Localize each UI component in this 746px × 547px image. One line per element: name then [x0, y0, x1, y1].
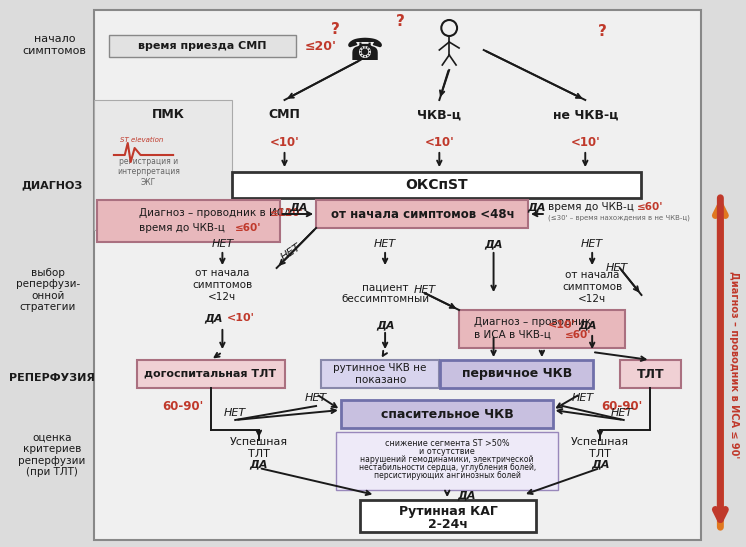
Text: Диагноз – проводник: Диагноз – проводник: [474, 317, 591, 327]
Text: от начала
симптомов
<12ч: от начала симптомов <12ч: [192, 269, 252, 301]
Text: регистрация и
интерпретация
ЭКГ: регистрация и интерпретация ЭКГ: [117, 157, 180, 187]
Text: НЕТ: НЕТ: [581, 239, 604, 249]
Text: время до ЧКВ-ц: время до ЧКВ-ц: [548, 202, 637, 212]
Text: ?: ?: [598, 25, 606, 39]
Text: НЕТ: НЕТ: [571, 393, 593, 403]
Text: показано: показано: [354, 375, 406, 385]
Text: СМП: СМП: [269, 108, 301, 121]
Text: <10': <10': [228, 313, 255, 323]
Text: НЕТ: НЕТ: [374, 239, 396, 249]
Text: ≤120': ≤120': [270, 208, 304, 218]
Text: ДА: ДА: [578, 320, 597, 330]
Text: 2-24ч: 2-24ч: [428, 517, 468, 531]
Text: ДА: ДА: [484, 239, 503, 249]
Text: рутинное ЧКВ не: рутинное ЧКВ не: [333, 363, 427, 373]
Text: выбор
реперфузи-
онной
стратегии: выбор реперфузи- онной стратегии: [16, 267, 80, 312]
Text: нарушений гемодинамики, электрической: нарушений гемодинамики, электрической: [360, 456, 534, 464]
Text: ST elevation: ST elevation: [120, 137, 163, 143]
Text: Успешная
ТЛТ: Успешная ТЛТ: [571, 437, 629, 459]
Text: и отсутствие: и отсутствие: [419, 447, 475, 457]
Text: НЕТ: НЕТ: [211, 239, 233, 249]
Text: оценка
критериев
реперфузии
(при ТЛТ): оценка критериев реперфузии (при ТЛТ): [18, 433, 86, 478]
FancyBboxPatch shape: [620, 360, 681, 388]
Text: <10': <10': [548, 320, 575, 330]
Text: нестабильности сердца, углубления болей,: нестабильности сердца, углубления болей,: [359, 463, 536, 473]
Text: ☎: ☎: [346, 38, 384, 67]
Text: НЕТ: НЕТ: [413, 285, 436, 295]
Text: НЕТ: НЕТ: [611, 408, 633, 418]
Text: ДА: ДА: [376, 320, 395, 330]
FancyBboxPatch shape: [459, 310, 624, 348]
Text: от начала симптомов <48ч: от начала симптомов <48ч: [330, 207, 515, 220]
FancyBboxPatch shape: [109, 35, 296, 57]
Text: ДИАГНОЗ: ДИАГНОЗ: [21, 180, 82, 190]
Text: ≤60': ≤60': [235, 223, 262, 233]
FancyBboxPatch shape: [321, 360, 439, 388]
Text: Диагноз – проводник в ИСА: Диагноз – проводник в ИСА: [139, 208, 294, 218]
Text: ≤60': ≤60': [636, 202, 663, 212]
Text: спасительное ЧКВ: спасительное ЧКВ: [381, 408, 513, 421]
Text: ДА: ДА: [204, 313, 222, 323]
Text: <10': <10': [269, 137, 299, 149]
FancyBboxPatch shape: [336, 432, 558, 490]
Text: ДА: ДА: [289, 202, 307, 212]
FancyBboxPatch shape: [341, 400, 553, 428]
Text: ДА: ДА: [527, 202, 546, 212]
Text: ≤20': ≤20': [304, 39, 336, 53]
Text: НЕТ: НЕТ: [224, 408, 246, 418]
FancyBboxPatch shape: [137, 360, 284, 388]
Text: НЕТ: НЕТ: [606, 263, 628, 273]
Text: Успешная
ТЛТ: Успешная ТЛТ: [230, 437, 288, 459]
Text: догоспитальная ТЛТ: догоспитальная ТЛТ: [145, 369, 277, 379]
FancyBboxPatch shape: [360, 500, 536, 532]
FancyBboxPatch shape: [232, 172, 642, 198]
Text: 60-90': 60-90': [601, 399, 642, 412]
Text: пациент
бессимптомный: пациент бессимптомный: [341, 282, 429, 304]
Text: НЕТ: НЕТ: [280, 242, 304, 263]
Text: ТЛТ: ТЛТ: [636, 368, 664, 381]
Text: ДА: ДА: [591, 459, 609, 469]
Text: ЧКВ-ц: ЧКВ-ц: [417, 108, 461, 121]
Text: ДА: ДА: [457, 490, 476, 500]
FancyBboxPatch shape: [97, 200, 280, 242]
Text: 60-90': 60-90': [163, 399, 204, 412]
Text: от начала
симптомов
<12ч: от начала симптомов <12ч: [562, 270, 622, 304]
Text: первичное ЧКВ: первичное ЧКВ: [462, 368, 572, 381]
Text: в ИСА в ЧКВ-ц: в ИСА в ЧКВ-ц: [474, 330, 554, 340]
Text: НЕТ: НЕТ: [305, 393, 327, 403]
Text: <10': <10': [424, 137, 454, 149]
Text: Рутинная КАГ: Рутинная КАГ: [399, 505, 498, 519]
Text: ОКСпST: ОКСпST: [405, 178, 468, 192]
FancyBboxPatch shape: [94, 10, 700, 540]
FancyBboxPatch shape: [316, 200, 528, 228]
Text: ?: ?: [331, 22, 340, 38]
Text: <10': <10': [571, 137, 600, 149]
Text: РЕПЕРФУЗИЯ: РЕПЕРФУЗИЯ: [9, 373, 95, 383]
Text: ≤60': ≤60': [565, 330, 591, 340]
Text: Диагноз – проводник в ИСА ≤ 90': Диагноз – проводник в ИСА ≤ 90': [729, 271, 739, 458]
Text: ПМК: ПМК: [151, 108, 184, 121]
Text: ?: ?: [395, 15, 404, 30]
FancyBboxPatch shape: [440, 360, 593, 388]
Text: время приезда СМП: время приезда СМП: [139, 41, 267, 51]
Text: не ЧКВ-ц: не ЧКВ-ц: [553, 108, 618, 121]
Text: начало
симптомов: начало симптомов: [23, 34, 87, 56]
Text: время до ЧКВ-ц: время до ЧКВ-ц: [139, 223, 228, 233]
Text: (≤30' – время нахождения в не ЧКВ-ц): (≤30' – время нахождения в не ЧКВ-ц): [548, 215, 689, 221]
FancyBboxPatch shape: [94, 100, 232, 230]
Text: снижение сегмента ST >50%: снижение сегмента ST >50%: [385, 439, 510, 449]
Text: персистирующих ангинозных болей: персистирующих ангинозных болей: [374, 472, 521, 480]
Text: ДА: ДА: [250, 459, 268, 469]
